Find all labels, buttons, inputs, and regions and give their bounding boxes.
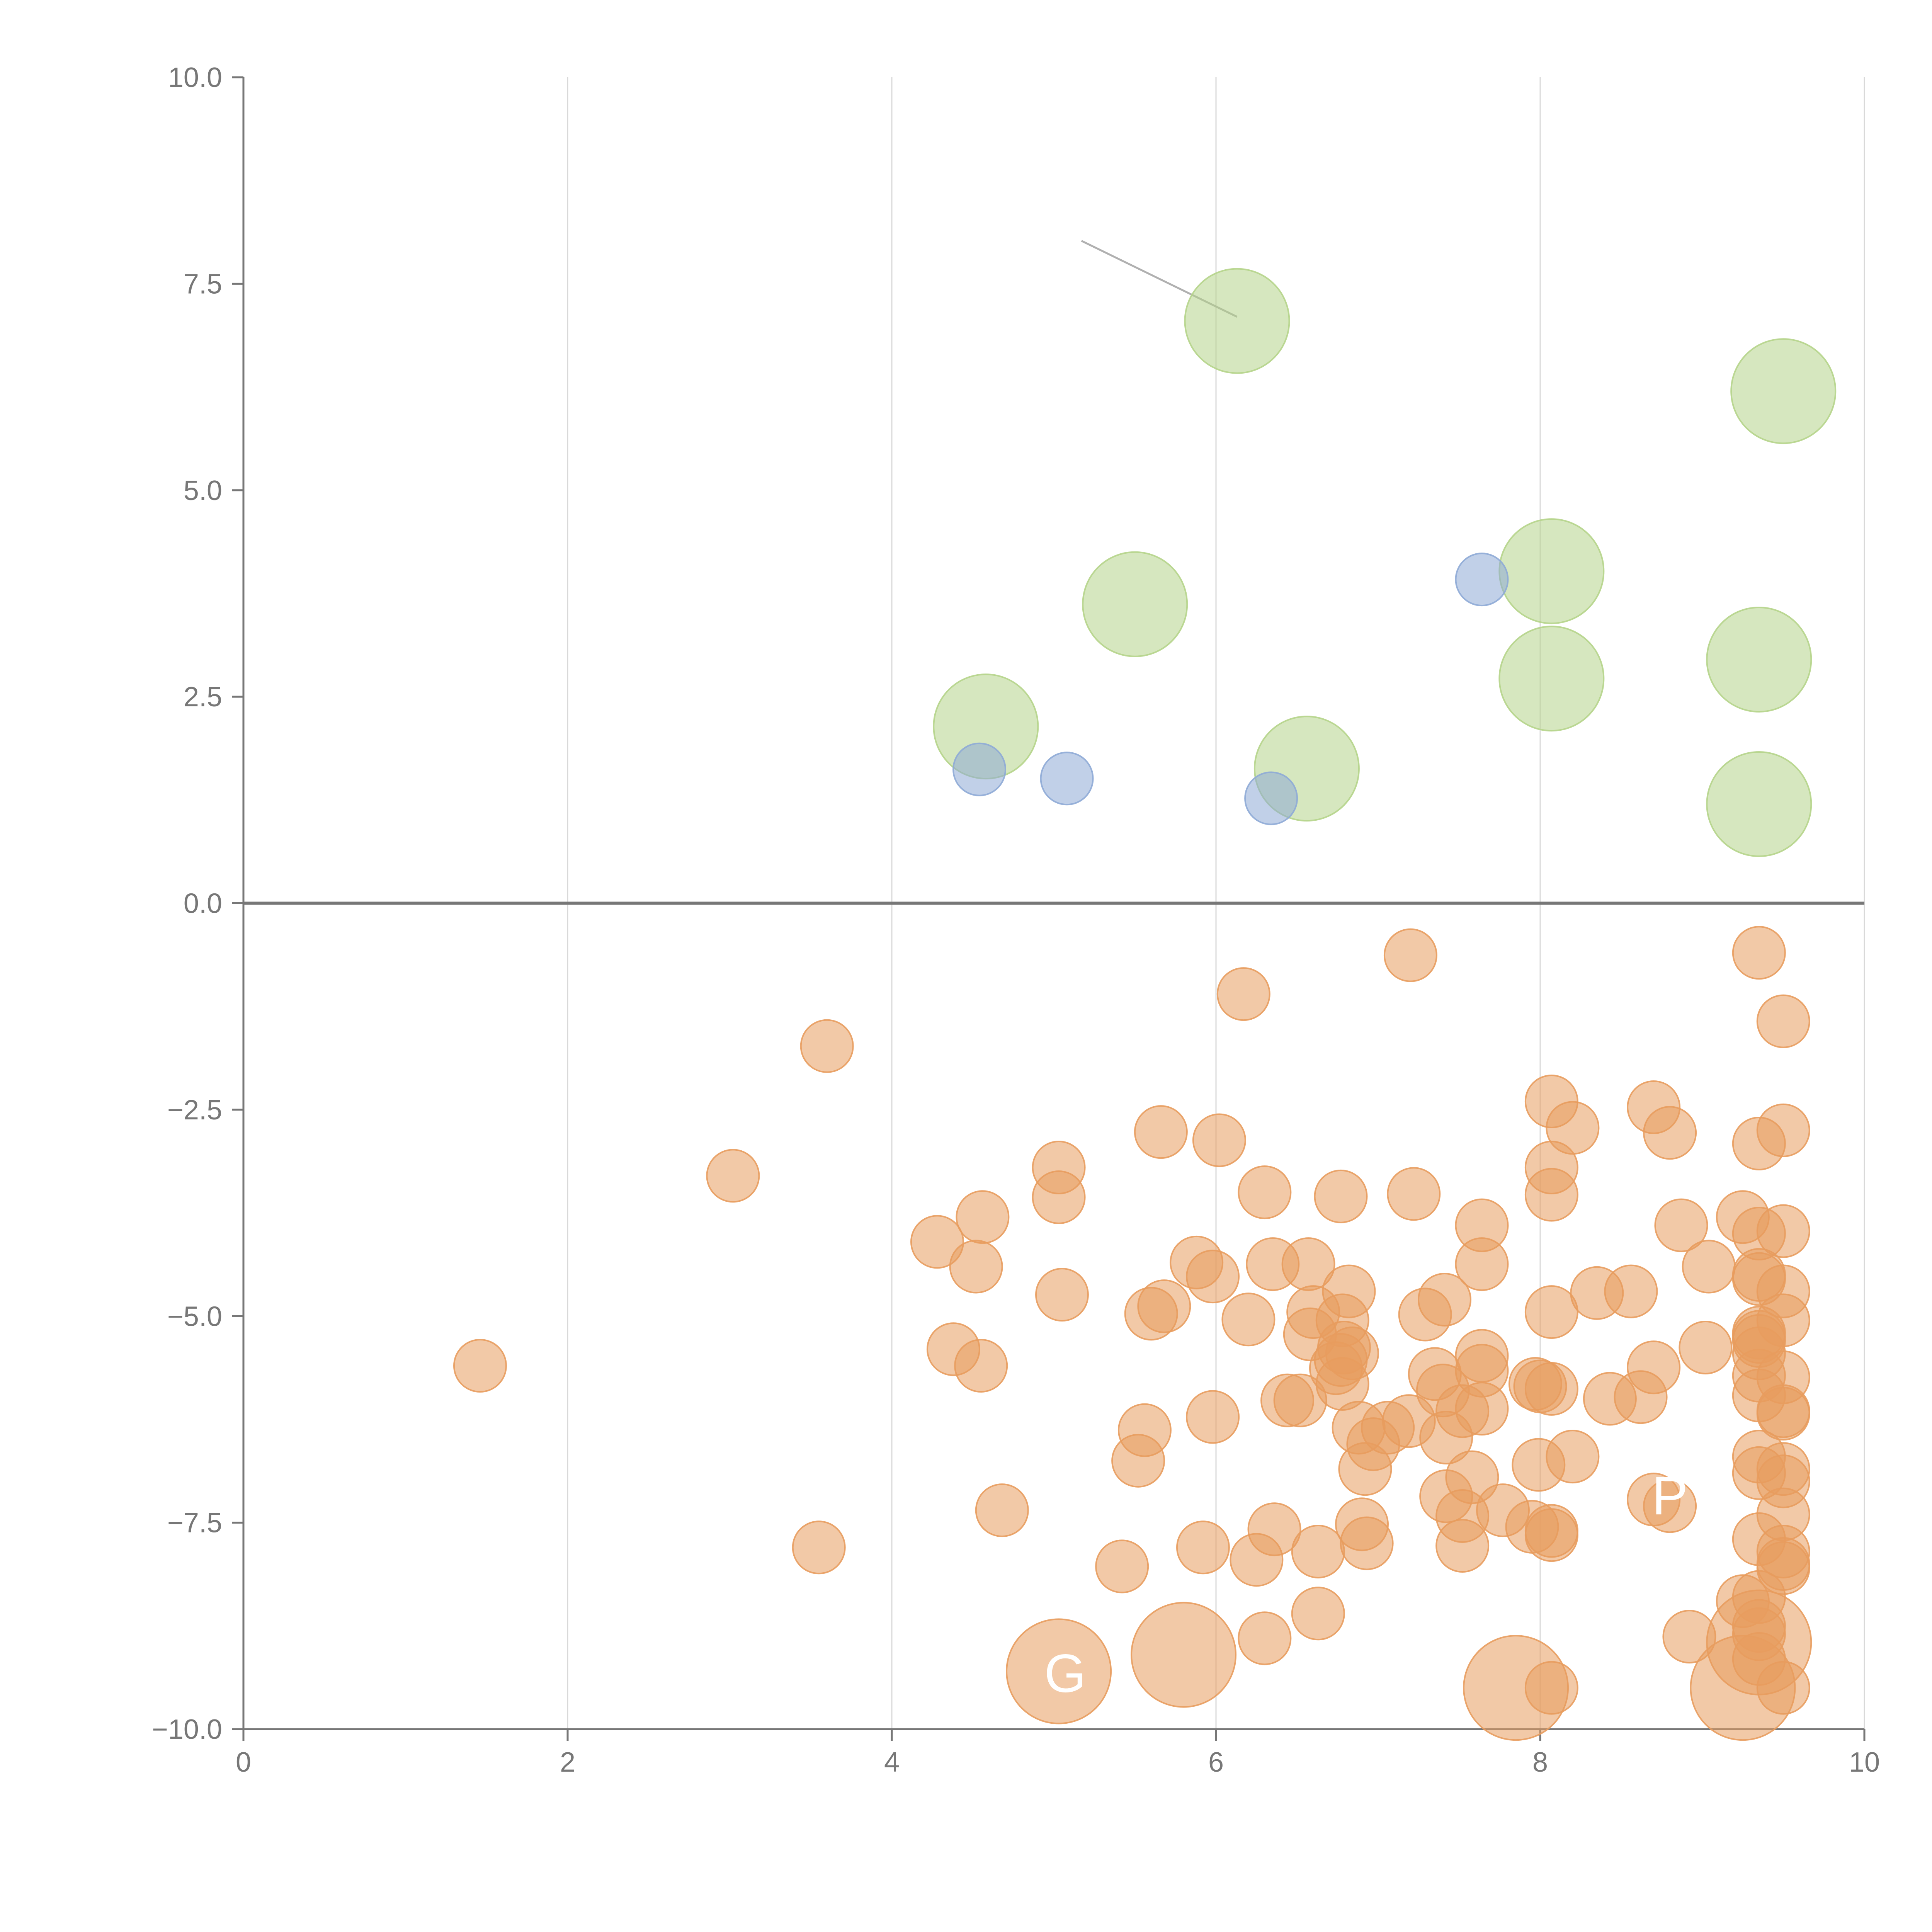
scatter-point bbox=[1111, 1434, 1165, 1488]
scatter-point bbox=[1455, 553, 1509, 607]
scatter-point bbox=[1419, 1410, 1473, 1464]
scatter-point bbox=[1524, 1285, 1578, 1339]
y-tick-label: −7.5 bbox=[167, 1508, 222, 1539]
scatter-point bbox=[952, 742, 1007, 796]
scatter-point bbox=[1604, 1264, 1658, 1318]
scatter-point bbox=[1273, 1373, 1327, 1427]
scatter-point bbox=[1756, 994, 1810, 1048]
scatter-point bbox=[1244, 771, 1298, 825]
scatter-point bbox=[1035, 1268, 1089, 1322]
scatter-point bbox=[792, 1520, 846, 1575]
y-tick-label: 7.5 bbox=[184, 269, 222, 299]
scatter-point bbox=[1730, 338, 1837, 444]
scatter-point bbox=[1192, 1113, 1246, 1167]
scatter-point bbox=[1040, 752, 1094, 806]
scatter-point bbox=[1614, 1370, 1668, 1424]
scatter-point bbox=[1095, 1539, 1149, 1594]
scatter-point bbox=[1643, 1106, 1697, 1160]
scatter-point bbox=[1524, 1508, 1578, 1562]
scatter-point bbox=[1732, 926, 1786, 980]
scatter-point bbox=[1498, 626, 1605, 732]
scatter-point bbox=[1137, 1279, 1191, 1333]
annotation-label: P bbox=[1652, 1465, 1688, 1526]
scatter-point bbox=[1291, 1524, 1345, 1578]
y-tick-label: −2.5 bbox=[167, 1095, 222, 1126]
scatter-point bbox=[1006, 1618, 1112, 1725]
scatter-point bbox=[1238, 1165, 1292, 1219]
scatter-point bbox=[1340, 1516, 1394, 1570]
scatter-point bbox=[1176, 1520, 1230, 1575]
scatter-point bbox=[1682, 1240, 1736, 1294]
scatter-point bbox=[975, 1483, 1029, 1537]
scatter-point bbox=[1338, 1442, 1392, 1496]
scatter-point bbox=[1756, 1386, 1810, 1440]
y-tick-label: −10.0 bbox=[152, 1714, 222, 1745]
scatter-point bbox=[1184, 268, 1290, 374]
scatter-point bbox=[800, 1019, 854, 1073]
scatter-point bbox=[1524, 1362, 1578, 1416]
scatter-point bbox=[1082, 551, 1188, 657]
scatter-point bbox=[1186, 1390, 1240, 1444]
y-tick-label: 10.0 bbox=[168, 62, 222, 93]
x-tick-label: 6 bbox=[1208, 1747, 1224, 1778]
scatter-point bbox=[1131, 1602, 1237, 1708]
scatter-point bbox=[1756, 1204, 1810, 1258]
scatter-point bbox=[1291, 1587, 1345, 1641]
scatter-point bbox=[1455, 1382, 1509, 1436]
scatter-point bbox=[1032, 1170, 1086, 1224]
scatter-point bbox=[949, 1240, 1003, 1294]
x-tick-label: 0 bbox=[236, 1747, 251, 1778]
y-tick-label: 2.5 bbox=[184, 682, 222, 713]
scatter-point bbox=[1524, 1168, 1578, 1222]
scatter-point bbox=[1706, 606, 1812, 713]
scatter-point bbox=[453, 1339, 507, 1393]
scatter-point bbox=[1398, 1287, 1452, 1342]
scatter-point bbox=[1238, 1611, 1292, 1665]
scatter-point bbox=[1314, 1169, 1368, 1223]
y-tick-label: 0.0 bbox=[184, 888, 222, 919]
scatter-point bbox=[1387, 1167, 1441, 1221]
scatter-point bbox=[1732, 1117, 1786, 1171]
x-tick-label: 8 bbox=[1532, 1747, 1548, 1778]
scatter-point bbox=[1706, 751, 1812, 857]
x-tick-label: 4 bbox=[884, 1747, 900, 1778]
scatter-point bbox=[1679, 1320, 1733, 1374]
scatter-point bbox=[1512, 1438, 1566, 1492]
scatter-point bbox=[1643, 1479, 1697, 1533]
scatter-point bbox=[1216, 967, 1270, 1021]
y-tick-label: −5.0 bbox=[167, 1301, 222, 1332]
scatter-point bbox=[954, 1339, 1008, 1393]
annotation-label: G bbox=[1044, 1643, 1086, 1704]
scatter-point bbox=[1221, 1293, 1276, 1347]
scatter-point bbox=[1383, 928, 1437, 982]
scatter-point bbox=[1654, 1198, 1708, 1252]
x-tick-label: 10 bbox=[1849, 1747, 1880, 1778]
scatter-point bbox=[910, 1215, 964, 1269]
scatter-point bbox=[706, 1149, 760, 1203]
scatter-point bbox=[956, 1190, 1010, 1244]
scatter-point bbox=[1435, 1519, 1490, 1573]
scatter-point bbox=[1186, 1250, 1240, 1304]
scatter-point bbox=[1463, 1635, 1569, 1741]
scatter-point bbox=[1230, 1533, 1284, 1587]
scatter-point bbox=[1498, 518, 1605, 624]
scatter-point bbox=[1706, 1589, 1812, 1696]
scatter-point bbox=[1134, 1105, 1188, 1159]
x-tick-label: 2 bbox=[560, 1747, 575, 1778]
scatter-point bbox=[1455, 1237, 1509, 1291]
y-tick-label: 5.0 bbox=[184, 475, 222, 506]
